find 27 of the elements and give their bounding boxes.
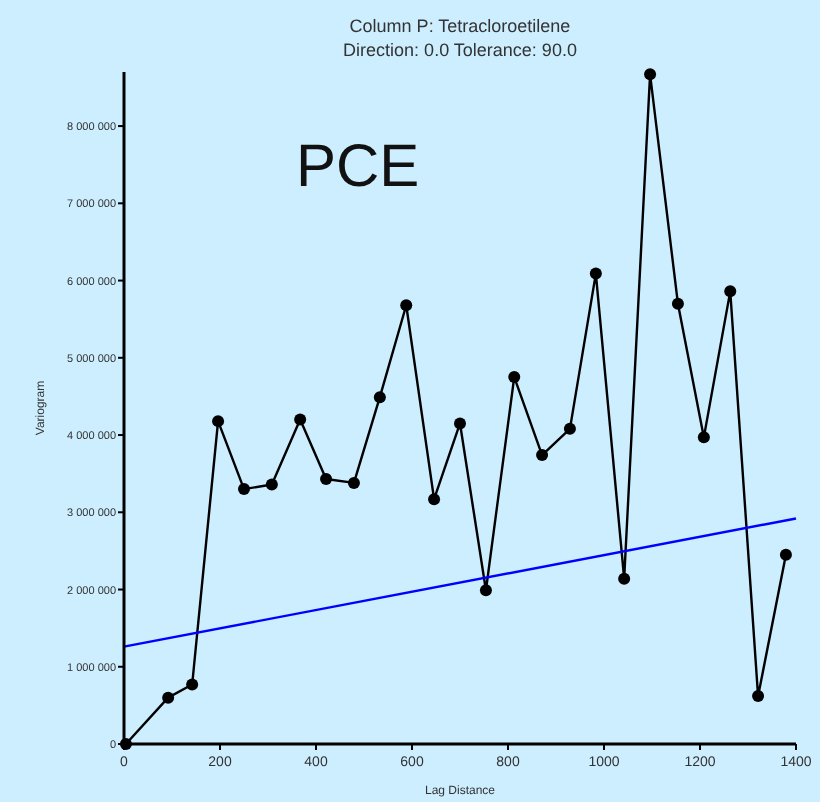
point	[238, 483, 250, 496]
point	[265, 478, 278, 491]
point	[186, 678, 199, 691]
point	[479, 584, 492, 597]
point	[373, 391, 386, 404]
point	[589, 267, 602, 280]
point	[671, 297, 684, 310]
chart-title: Column P: Tetracloroetilene	[349, 16, 571, 36]
point	[294, 413, 307, 426]
point	[536, 449, 549, 462]
point	[400, 299, 413, 312]
point	[618, 572, 631, 585]
point	[347, 476, 360, 489]
point	[752, 690, 765, 703]
point	[162, 691, 175, 704]
chart-subtitle: Direction: 0.0 Tolerance: 90.0	[343, 40, 577, 60]
point	[724, 285, 737, 298]
point	[212, 415, 225, 428]
point	[454, 417, 466, 430]
point	[563, 422, 576, 435]
point	[508, 371, 521, 384]
point	[320, 473, 333, 486]
point	[779, 548, 792, 561]
point	[428, 493, 441, 506]
point	[697, 431, 710, 444]
point	[644, 68, 657, 81]
annotation: PCE	[296, 134, 420, 200]
